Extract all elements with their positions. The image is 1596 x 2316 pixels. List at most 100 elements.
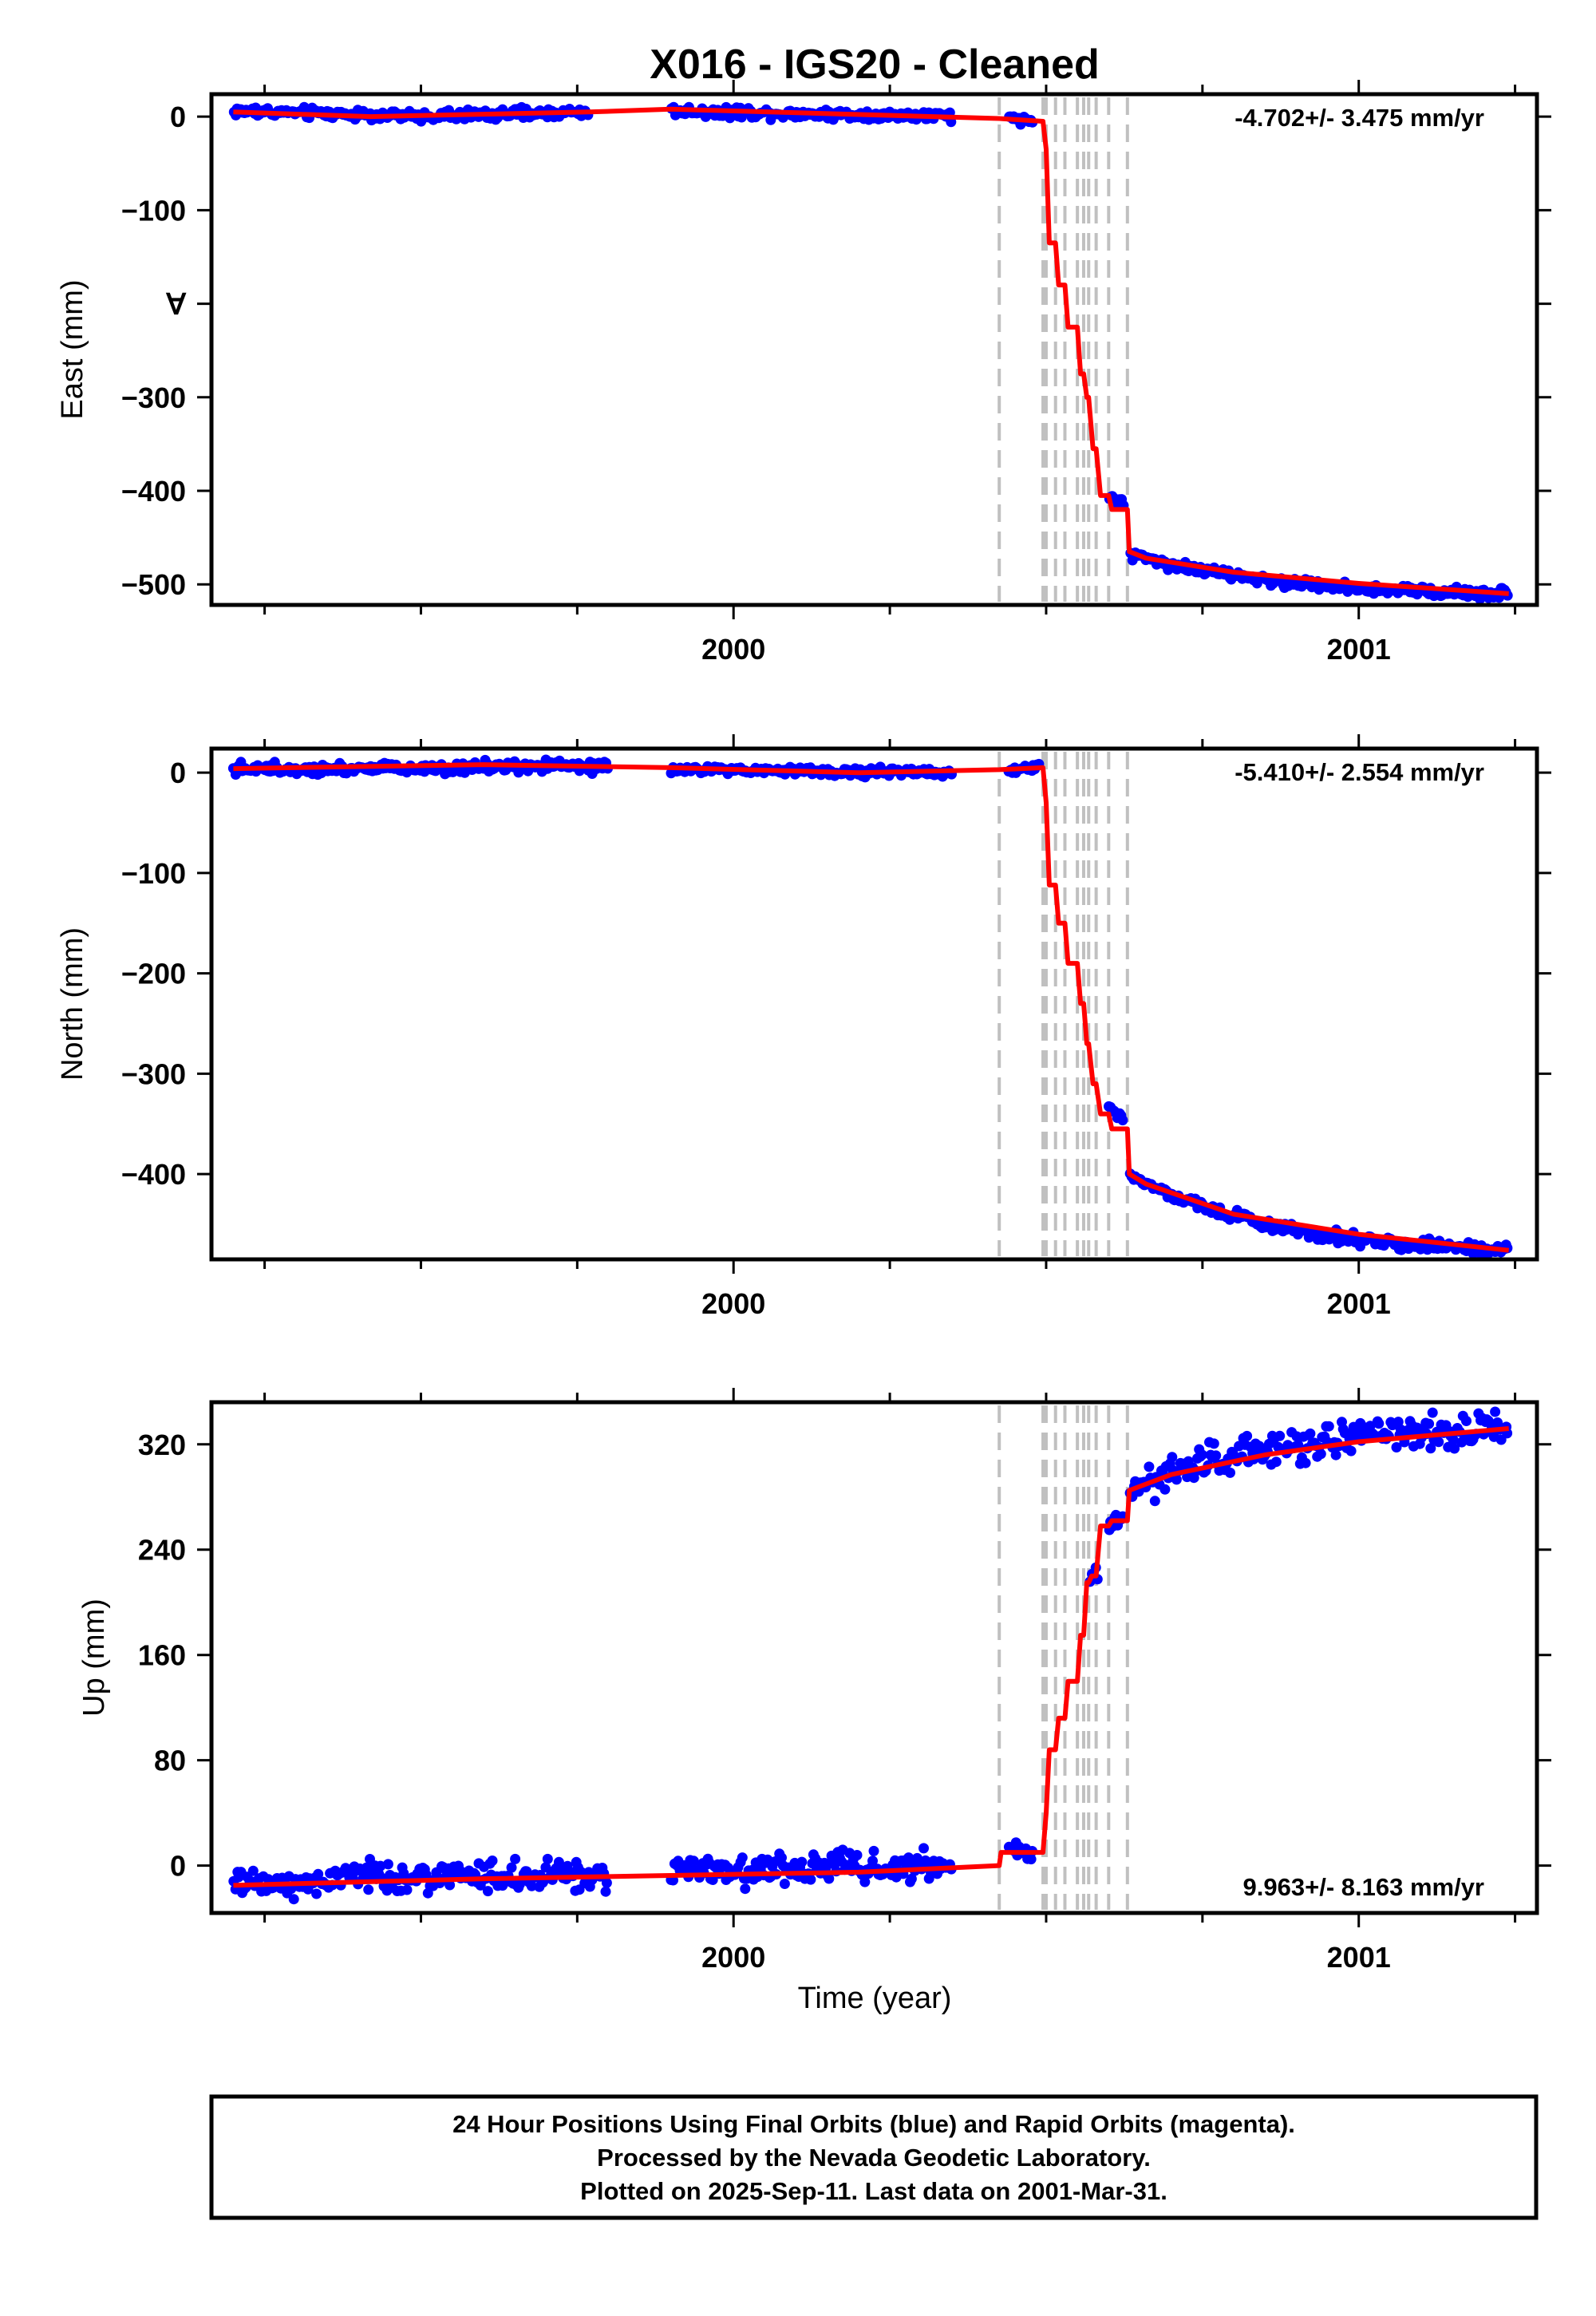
data-point <box>553 1856 564 1867</box>
data-point <box>1433 1437 1444 1448</box>
data-point <box>868 1845 879 1856</box>
data-point <box>497 1880 508 1891</box>
data-point <box>1274 1430 1286 1441</box>
model-line <box>233 106 1509 596</box>
data-point <box>1427 1407 1438 1418</box>
data-point <box>867 1856 878 1867</box>
y-tick-label: −300 <box>121 1057 186 1090</box>
data-point <box>1117 1115 1128 1126</box>
data-point <box>1490 1406 1501 1417</box>
x-tick-label: 2001 <box>1327 1287 1391 1320</box>
data-point <box>1144 1461 1155 1472</box>
panel-up: 0 80 160 240 320 2000 2001 Up (mm) 9.963+/- 8.16… <box>77 1388 1551 1974</box>
footer-box: 24 Hour Positions Using Final Orbits (bl… <box>209 2094 1539 2220</box>
data-point <box>851 1850 863 1860</box>
y-tick-label: ∀ <box>165 288 187 321</box>
data-point <box>805 1874 816 1885</box>
data-point <box>1425 1443 1436 1454</box>
data-point <box>482 1886 493 1897</box>
footer-line-3: Plotted on 2025-Sep-11. Last data on 200… <box>580 2177 1167 2205</box>
data-point <box>542 1853 553 1864</box>
y-tick-label: −100 <box>121 857 186 890</box>
footer-line-2: Processed by the Nevada Geodetic Laborat… <box>597 2144 1151 2172</box>
x-axis-label: Time (year) <box>798 1982 952 2015</box>
data-point <box>600 1886 611 1897</box>
y-tick-label: −400 <box>121 1158 186 1191</box>
y-axis-label: Up (mm) <box>77 1599 111 1717</box>
data-point <box>1167 1452 1178 1463</box>
data-point <box>601 1877 612 1888</box>
x-tick-label: 2001 <box>1327 633 1391 666</box>
velocity-rate-label: -4.702+/- 3.475 mm/yr <box>1235 104 1484 132</box>
data-point <box>311 1888 322 1899</box>
x-tick-label: 2000 <box>701 1941 765 1974</box>
plot-frame <box>209 746 1539 1262</box>
y-tick-label: −200 <box>121 958 186 990</box>
data-point <box>1305 1428 1316 1439</box>
x-tick-label: 2000 <box>701 1287 765 1320</box>
panel-east: 0 −100 ∀ −300 −400 −500 2000 2001 East (mm) -4.70… <box>56 80 1551 666</box>
model-line <box>233 1426 1509 1888</box>
plot-frame <box>209 1400 1539 1915</box>
data-point <box>247 1865 259 1876</box>
y-tick-label: 0 <box>170 757 186 789</box>
y-tick-label: 240 <box>138 1534 186 1567</box>
y-tick-label: −400 <box>121 475 186 508</box>
x-tick-label: 2001 <box>1327 1941 1391 1974</box>
data-point <box>1211 1450 1222 1461</box>
chart-title: X016 - IGS20 - Cleaned <box>650 41 1100 88</box>
data-point <box>1208 1438 1219 1449</box>
data-point <box>776 1852 787 1863</box>
data-point <box>1025 1854 1037 1865</box>
data-point <box>521 1866 532 1877</box>
data-point <box>1424 1418 1435 1429</box>
y-tick-label: −500 <box>121 568 186 601</box>
data-point <box>1461 1416 1472 1426</box>
y-axis-label: East (mm) <box>56 279 89 419</box>
data-point <box>506 1862 517 1873</box>
velocity-rate-label: -5.410+/- 2.554 mm/yr <box>1235 758 1484 786</box>
y-axis-label: North (mm) <box>56 927 89 1081</box>
y-tick-label: 160 <box>138 1639 186 1672</box>
y-tick-label: −300 <box>121 381 186 414</box>
data-point <box>1270 1456 1282 1468</box>
data-point <box>1300 1457 1311 1468</box>
data-point <box>510 1853 521 1864</box>
footer-line-1: 24 Hour Positions Using Final Orbits (bl… <box>452 2110 1295 2138</box>
data-point <box>1345 1445 1357 1456</box>
data-point <box>382 1859 393 1870</box>
data-point <box>740 1883 751 1895</box>
data-point <box>859 1876 871 1887</box>
y-tick-label: 320 <box>138 1429 186 1461</box>
data-point <box>1315 1448 1326 1460</box>
data-point <box>1373 1418 1385 1429</box>
data-point <box>906 1873 917 1884</box>
data-point <box>288 1894 299 1905</box>
data-point <box>737 1852 748 1863</box>
data-point <box>487 1856 498 1866</box>
data-point <box>1196 1449 1207 1460</box>
data-point <box>421 1869 432 1880</box>
data-point <box>444 1879 456 1891</box>
data-point <box>1225 1467 1235 1478</box>
data-point <box>1449 1443 1460 1454</box>
y-tick-label: 0 <box>170 1850 186 1883</box>
panel-north: 0 −100 −200 −300 −400 2000 2001 North (mm) -5.41… <box>56 734 1551 1320</box>
data-point <box>401 1884 413 1895</box>
data-point <box>779 1879 790 1889</box>
model-line <box>233 762 1510 1253</box>
data-point <box>707 1875 718 1885</box>
y-tick-label: 0 <box>170 101 186 133</box>
data-point <box>918 1843 929 1854</box>
plot-frame <box>209 92 1539 607</box>
y-tick-label: 80 <box>154 1745 186 1777</box>
data-point <box>1483 1415 1494 1426</box>
data-point <box>1323 1421 1334 1432</box>
data-point <box>1242 1430 1253 1441</box>
data-point <box>526 1880 537 1891</box>
data-point <box>1391 1442 1402 1452</box>
data-point <box>1330 1449 1341 1460</box>
data-point <box>688 1856 699 1867</box>
data-point <box>1149 1496 1160 1507</box>
